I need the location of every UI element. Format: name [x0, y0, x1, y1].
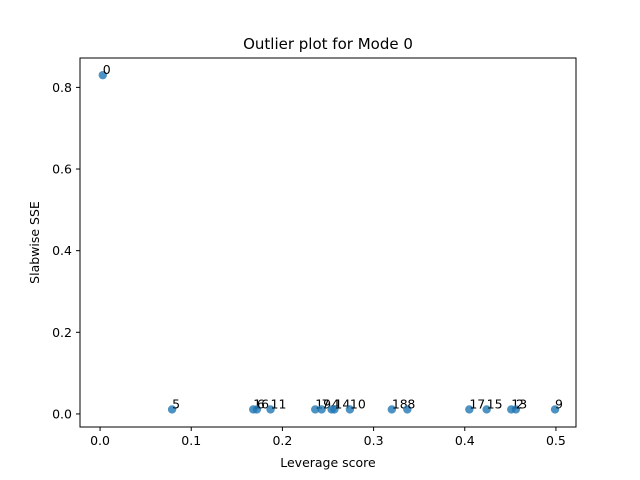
data-point: [317, 405, 326, 414]
data-point: [465, 405, 474, 414]
x-tick-label: 0.2: [272, 433, 292, 448]
data-point: [330, 405, 339, 414]
y-tick-label: 0.6: [52, 162, 72, 177]
point-label: 9: [555, 396, 563, 411]
y-tick-label: 0.0: [52, 406, 72, 421]
data-point: [550, 405, 560, 414]
data-point: [511, 405, 521, 414]
data-point: [98, 70, 107, 80]
x-tick-label: 0.4: [455, 433, 475, 448]
x-tick-label: 0.5: [546, 433, 566, 448]
y-tick-label: 0.8: [52, 80, 72, 95]
point-label: 15: [487, 396, 503, 411]
point-label: 6: [257, 396, 265, 411]
chart-title: Outlier plot for Mode 0: [243, 35, 413, 53]
data-point: [167, 405, 177, 414]
y-axis-title: Slabwise SSE: [27, 201, 42, 284]
data-point: [252, 405, 262, 414]
data-point: [345, 405, 355, 414]
y-tick-label: 0.4: [52, 243, 72, 258]
point-label: 2: [516, 396, 524, 411]
x-tick-label: 0.3: [364, 433, 384, 448]
plot-frame: [79, 57, 577, 428]
data-point: [266, 405, 275, 414]
point-label: 8: [407, 396, 415, 411]
point-label: 17: [469, 396, 485, 411]
x-tick-label: 0.1: [181, 433, 201, 448]
point-label: 5: [172, 396, 180, 411]
data-point: [403, 405, 412, 414]
point-label: 4: [332, 396, 340, 411]
x-axis-title: Leverage score: [280, 455, 376, 470]
point-label: 11: [271, 396, 287, 411]
data-point: [311, 405, 320, 414]
y-tick-label: 0.2: [52, 325, 72, 340]
point-label: 0: [103, 62, 111, 77]
data-point: [482, 405, 491, 414]
point-label: 7: [322, 396, 330, 411]
point-label: 10: [350, 396, 366, 411]
x-tick-label: 0.0: [90, 433, 110, 448]
data-point: [387, 405, 397, 414]
